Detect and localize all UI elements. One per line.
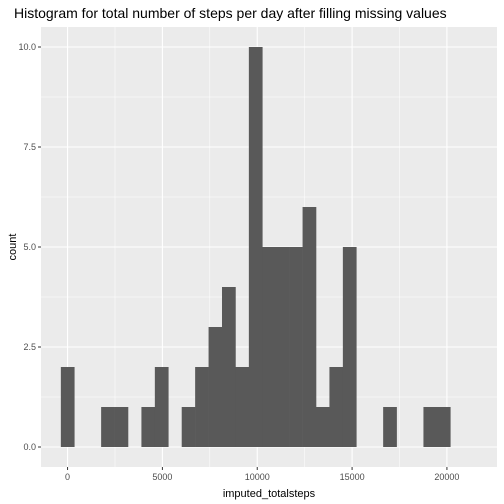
x-axis-title: imputed_totalsteps bbox=[223, 488, 316, 500]
histogram-bar bbox=[181, 407, 196, 447]
histogram-bar bbox=[302, 207, 317, 447]
histogram-bar bbox=[423, 407, 438, 447]
histogram-bar bbox=[235, 367, 250, 447]
y-tick-label: 2.5 bbox=[23, 342, 36, 352]
histogram-bar bbox=[141, 407, 156, 447]
histogram-bar bbox=[436, 407, 451, 447]
histogram-bar bbox=[329, 367, 344, 447]
histogram-bar bbox=[195, 367, 209, 447]
histogram-bar bbox=[316, 407, 330, 447]
x-tick-label: 0 bbox=[65, 472, 70, 482]
histogram-bar bbox=[289, 247, 303, 447]
histogram-bar bbox=[221, 287, 236, 447]
chart-title: Histogram for total number of steps per … bbox=[14, 5, 447, 21]
x-tick-label: 10000 bbox=[245, 472, 270, 482]
histogram-bar bbox=[383, 407, 397, 447]
x-tick-label: 5000 bbox=[152, 472, 172, 482]
histogram-bar bbox=[208, 327, 223, 447]
histogram-bar bbox=[342, 247, 357, 447]
x-tick-label: 20000 bbox=[434, 472, 459, 482]
y-tick-label: 5.0 bbox=[23, 242, 36, 252]
histogram-bar bbox=[114, 407, 129, 447]
y-axis-title: count bbox=[7, 234, 19, 261]
x-axis: 0 5000 10000 15000 20000 bbox=[65, 467, 459, 482]
histogram-bar bbox=[154, 367, 169, 447]
y-tick-label: 0.0 bbox=[23, 442, 36, 452]
y-tick-label: 7.5 bbox=[23, 142, 36, 152]
histogram-bar bbox=[101, 407, 115, 447]
x-tick-label: 15000 bbox=[340, 472, 365, 482]
bars bbox=[60, 47, 451, 447]
histogram-bar bbox=[275, 247, 290, 447]
y-tick-label: 10.0 bbox=[18, 42, 36, 52]
histogram-bar bbox=[262, 247, 277, 447]
histogram-bar bbox=[60, 367, 75, 447]
y-axis: 0.0 2.5 5.0 7.5 10.0 bbox=[18, 42, 41, 452]
histogram-bar bbox=[248, 47, 263, 447]
